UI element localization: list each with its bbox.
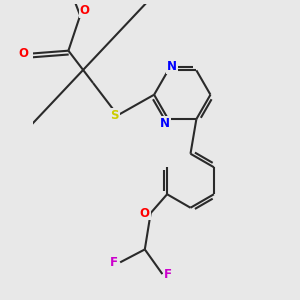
- Text: O: O: [80, 4, 90, 17]
- Text: N: N: [167, 60, 177, 73]
- Text: N: N: [160, 117, 170, 130]
- Text: F: F: [110, 256, 118, 269]
- Text: O: O: [18, 47, 28, 60]
- Text: O: O: [140, 206, 150, 220]
- Text: S: S: [110, 109, 119, 122]
- Text: F: F: [164, 268, 172, 281]
